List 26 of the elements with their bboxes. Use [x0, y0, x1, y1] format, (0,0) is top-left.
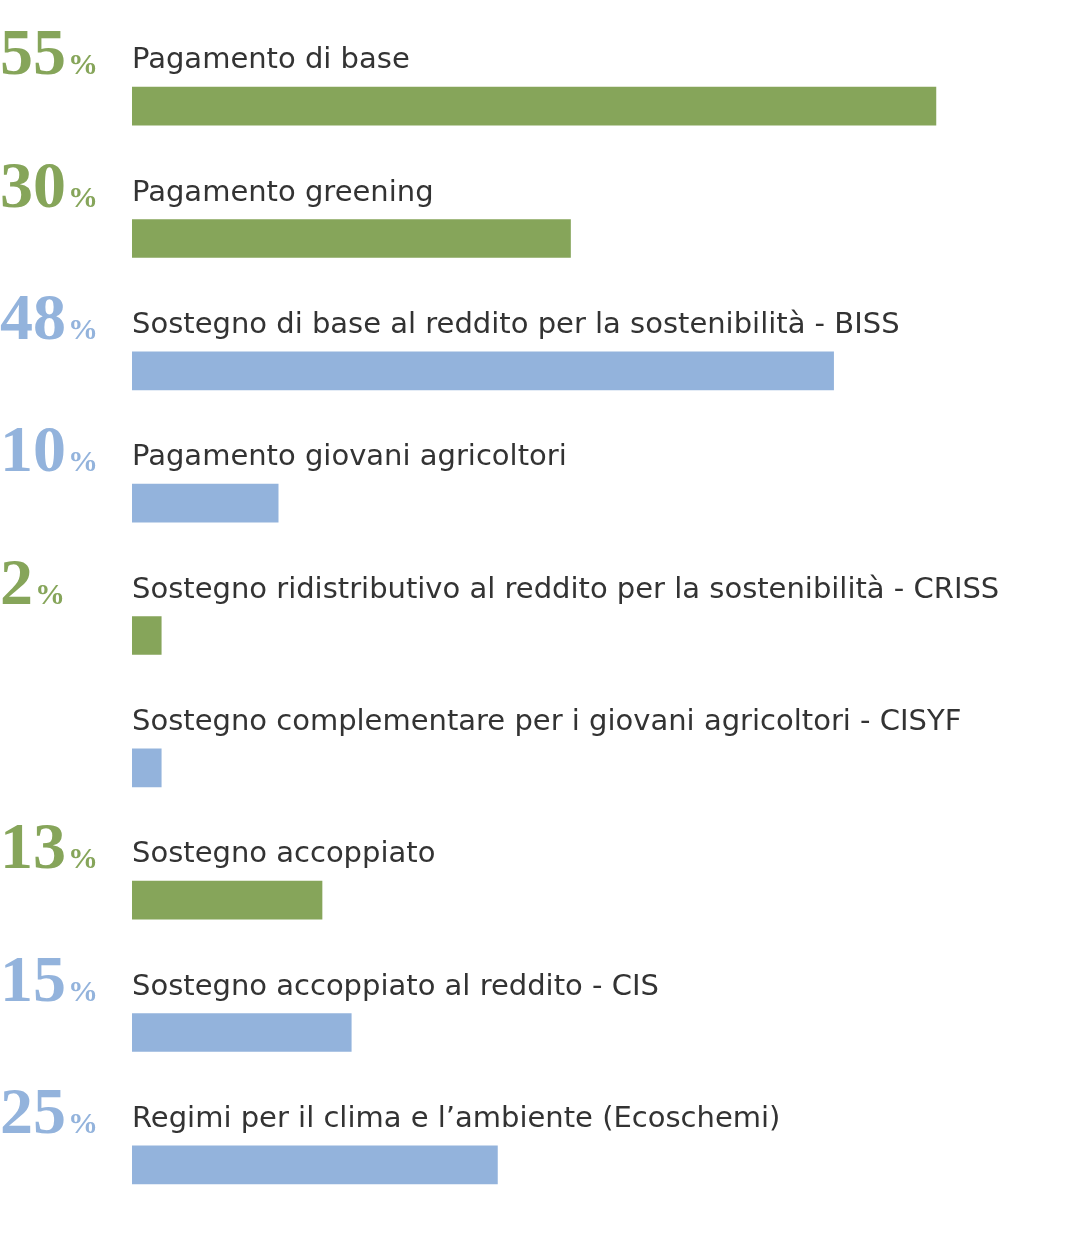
data-label: 13%: [0, 809, 98, 883]
y-tick-label: Pagamento greening: [132, 173, 434, 208]
data-label: 15%: [0, 941, 98, 1015]
y-tick-label: Pagamento di base: [132, 41, 410, 76]
bar: [132, 616, 162, 655]
data-label: 48%: [0, 279, 98, 353]
data-label: 55%: [0, 15, 98, 89]
bar: [132, 483, 279, 523]
y-tick-label: Sostegno ridistributivo al reddito per la sostenibilità - CRISS: [132, 570, 1000, 605]
bar: [132, 219, 571, 258]
y-tick-label: Sostegno complementare per i giovani agricoltori - CISYF: [132, 702, 962, 737]
data-label: 25%: [0, 1073, 98, 1147]
y-tick-label: Regimi per il clima e l’ambiente (Ecoschemi): [132, 1099, 781, 1134]
bar: [132, 748, 162, 788]
bar: [132, 1145, 498, 1185]
data-label: 2%: [0, 544, 65, 618]
y-tick-label: Pagamento giovani agricoltori: [132, 438, 567, 473]
data-label: 30%: [0, 147, 98, 221]
bar: [132, 1013, 352, 1052]
y-tick-label: Sostegno di base al reddito per la sostenibilità - BISS: [132, 305, 900, 340]
y-tick-label: Sostegno accoppiato al reddito - CIS: [132, 967, 659, 1002]
bar: [132, 351, 834, 391]
bar: [132, 880, 323, 920]
bar: [132, 86, 937, 126]
y-tick-label: Sostegno accoppiato: [132, 835, 436, 870]
data-label: 10%: [0, 412, 98, 486]
